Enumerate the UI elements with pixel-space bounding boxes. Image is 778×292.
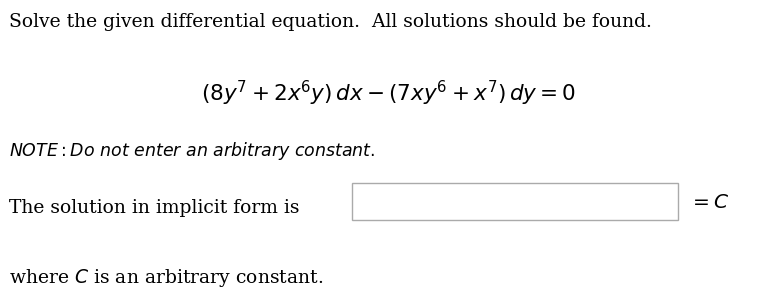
Text: where $C$ is an arbitrary constant.: where $C$ is an arbitrary constant. bbox=[9, 267, 324, 289]
Text: $\it{NOTE: Do\ not\ enter\ an\ arbitrary\ constant.}$: $\it{NOTE: Do\ not\ enter\ an\ arbitrary… bbox=[9, 140, 376, 162]
Text: Solve the given differential equation.  All solutions should be found.: Solve the given differential equation. A… bbox=[9, 13, 652, 31]
Text: The solution in implicit form is: The solution in implicit form is bbox=[9, 199, 300, 217]
Text: $(8y^7 + 2x^6y)\, dx - (7xy^6 + x^7)\, dy = 0$: $(8y^7 + 2x^6y)\, dx - (7xy^6 + x^7)\, d… bbox=[202, 79, 576, 108]
FancyBboxPatch shape bbox=[352, 182, 678, 220]
Text: $= C$: $= C$ bbox=[689, 193, 729, 212]
